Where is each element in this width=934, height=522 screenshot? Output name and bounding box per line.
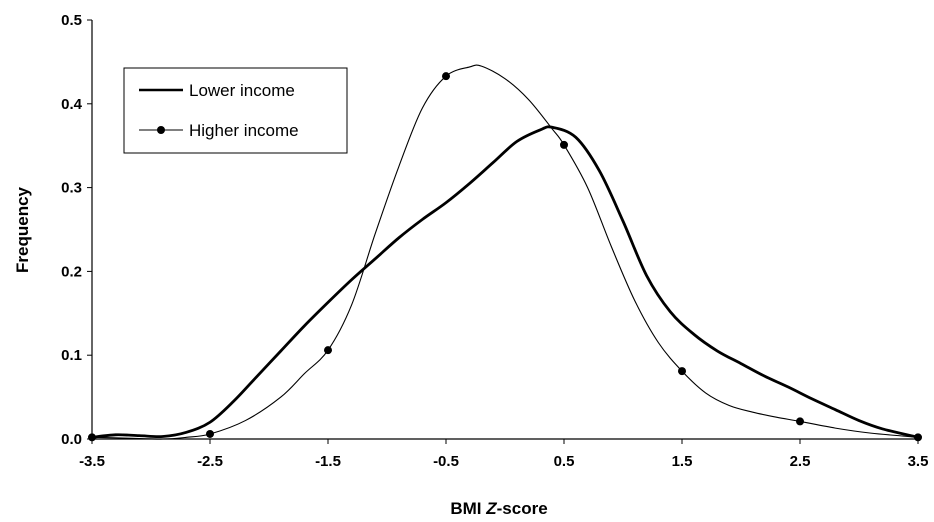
legend-label-higher-income: Higher income	[189, 121, 299, 140]
x-tick-label: 3.5	[908, 453, 929, 470]
x-tick-label: -1.5	[315, 453, 341, 470]
x-axis-title-suffix: -score	[497, 499, 548, 518]
x-tick-label: 0.5	[554, 453, 575, 470]
y-axis-ticks: 0.0 0.1 0.2 0.3 0.4 0.5	[61, 12, 92, 448]
legend: Lower income Higher income	[123, 67, 348, 154]
data-point-higher-income	[88, 433, 96, 442]
series-layer	[88, 64, 922, 442]
data-point-higher-income	[914, 433, 922, 442]
x-tick-label: -0.5	[433, 453, 459, 470]
series-line-higher-income	[91, 64, 919, 440]
x-axis-title: BMI Z-score	[450, 499, 547, 518]
series-line-lower-income	[90, 125, 920, 439]
x-tick-label: 1.5	[672, 453, 693, 470]
legend-marker-higher-income	[157, 126, 165, 134]
y-tick-label: 0.0	[61, 431, 82, 448]
y-tick-label: 0.1	[61, 347, 82, 364]
plot-frame	[91, 20, 918, 440]
data-point-higher-income	[678, 367, 686, 376]
x-tick-label: 2.5	[790, 453, 811, 470]
x-axis-ticks: -3.5 -2.5 -1.5 -0.5 0.5 1.5 2.5 3.5	[79, 439, 928, 470]
x-axis-title-italic: Z	[485, 499, 497, 518]
x-tick-label: -2.5	[197, 453, 223, 470]
legend-box	[123, 67, 348, 154]
data-point-higher-income	[796, 417, 804, 426]
x-axis-title-prefix: BMI	[450, 499, 486, 518]
data-point-higher-income	[206, 429, 214, 438]
data-point-higher-income	[560, 140, 568, 149]
data-point-higher-income	[324, 346, 332, 355]
y-tick-label: 0.5	[61, 12, 82, 29]
y-tick-label: 0.3	[61, 180, 82, 197]
legend-label-lower-income: Lower income	[189, 81, 295, 100]
y-tick-label: 0.2	[61, 263, 82, 280]
x-tick-label: -3.5	[79, 453, 105, 470]
data-point-higher-income	[442, 72, 450, 81]
y-tick-label: 0.4	[61, 96, 83, 113]
y-axis-title: Frequency	[13, 186, 32, 273]
